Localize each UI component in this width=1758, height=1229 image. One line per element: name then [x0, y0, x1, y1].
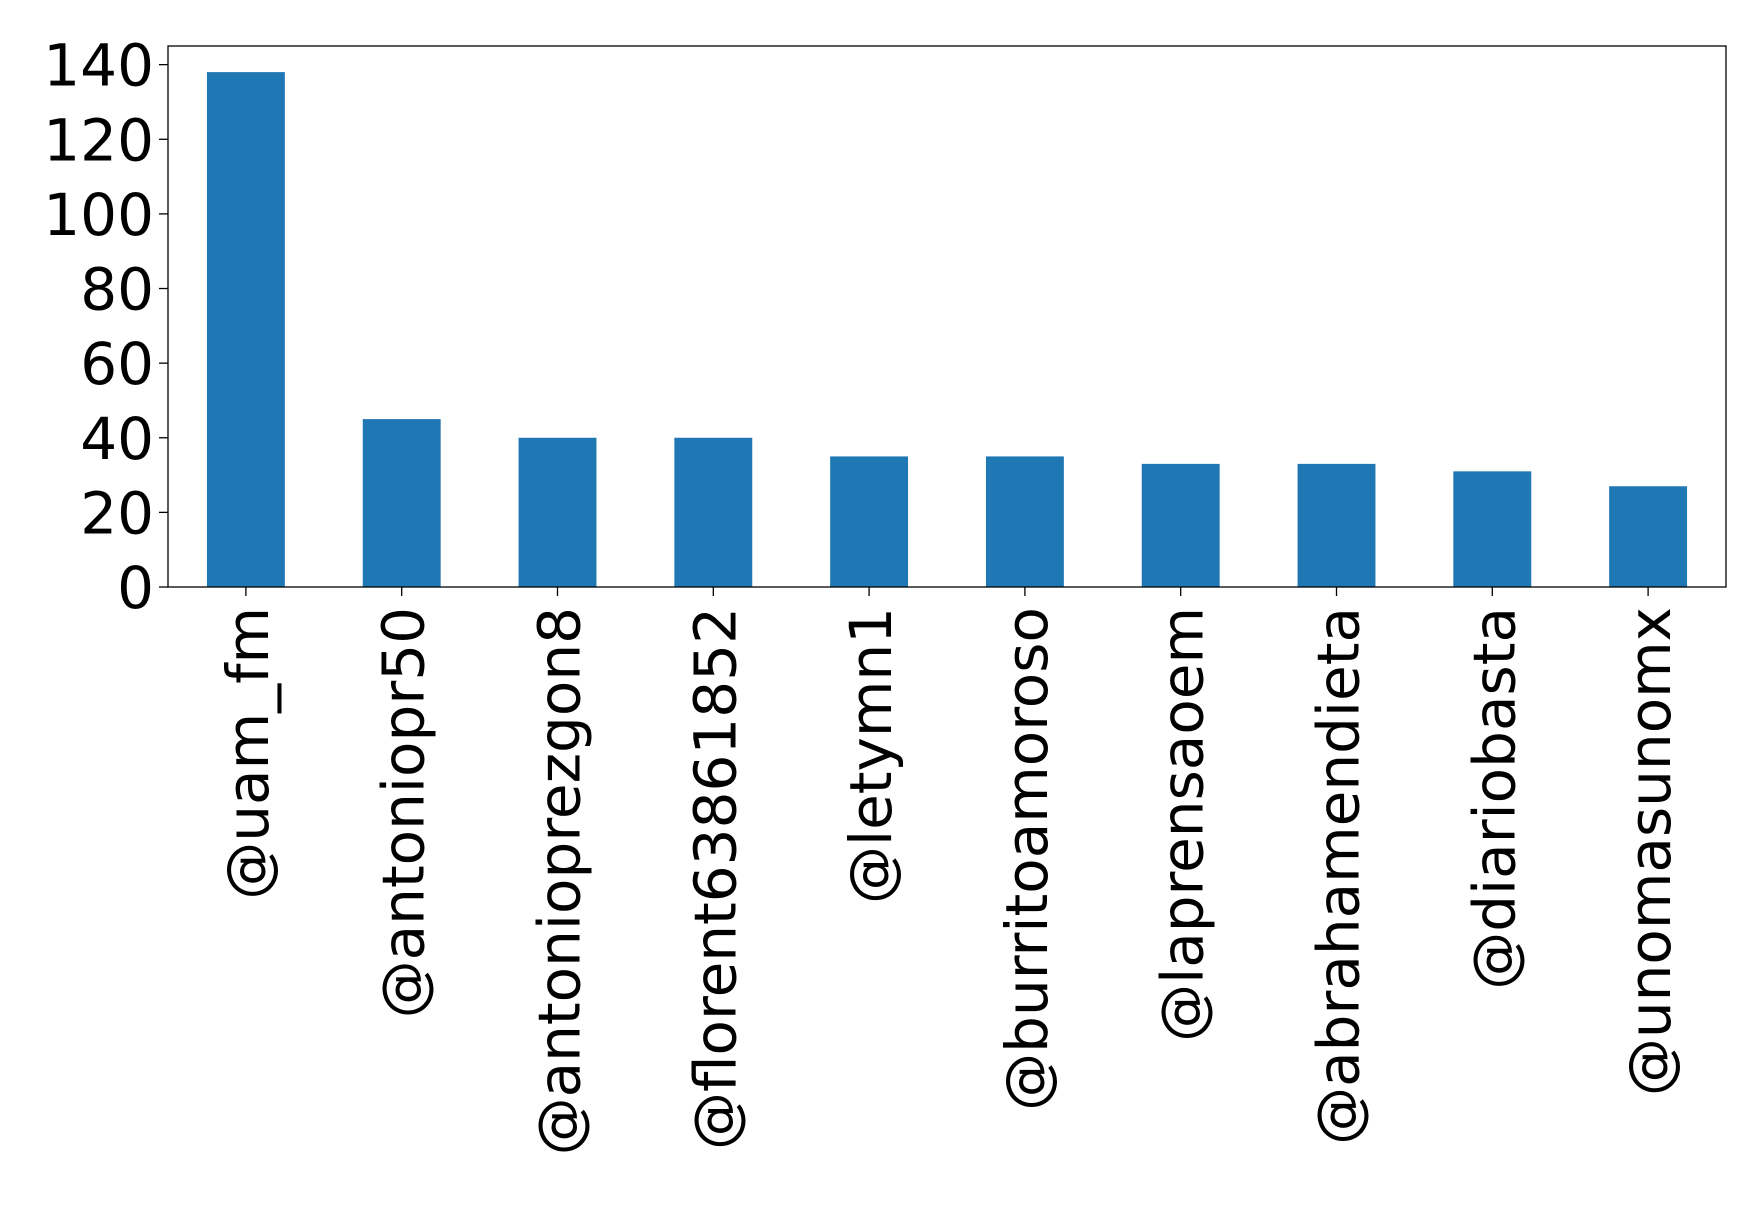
- x-tick-label: @uam_fm: [214, 607, 282, 900]
- y-tick-label: 100: [43, 181, 154, 249]
- y-tick-label: 20: [80, 479, 154, 547]
- x-tick-label: @diariobasta: [1460, 607, 1528, 990]
- y-tick-label: 80: [80, 256, 154, 324]
- x-tick-label: @florent63861852: [681, 607, 749, 1150]
- bar: [518, 437, 597, 587]
- bar: [674, 437, 753, 587]
- bar: [1141, 463, 1220, 587]
- bar: [985, 456, 1064, 587]
- x-tick-label: @antoniopr50: [370, 607, 438, 1018]
- bar: [1297, 463, 1376, 587]
- plot-frame: [167, 45, 1727, 588]
- x-tick-label: @laprensaoem: [1149, 607, 1217, 1042]
- x-tick-label: @unomasunomx: [1616, 607, 1684, 1096]
- bar: [830, 456, 909, 587]
- bar: [362, 419, 441, 587]
- bars-layer: [206, 72, 1688, 587]
- x-tick-label: @burritoamoroso: [993, 607, 1061, 1111]
- y-tick-label: 40: [80, 405, 154, 473]
- x-tick-label: @antonioprezgon8: [526, 607, 594, 1155]
- y-tick-label: 140: [43, 32, 154, 100]
- bar: [206, 72, 285, 587]
- y-tick-label: 120: [43, 106, 154, 174]
- x-tick-label: @abrahamendieta: [1305, 607, 1373, 1145]
- bar: [1609, 486, 1688, 587]
- x-axis: @uam_fm @antoniopr50 @antonioprezgon8 @flor…: [214, 587, 1684, 1155]
- x-tick-label: @letymn1: [837, 607, 905, 904]
- bar: [1453, 471, 1532, 587]
- y-tick-label: 60: [80, 330, 154, 398]
- y-tick-label: 0: [117, 554, 154, 622]
